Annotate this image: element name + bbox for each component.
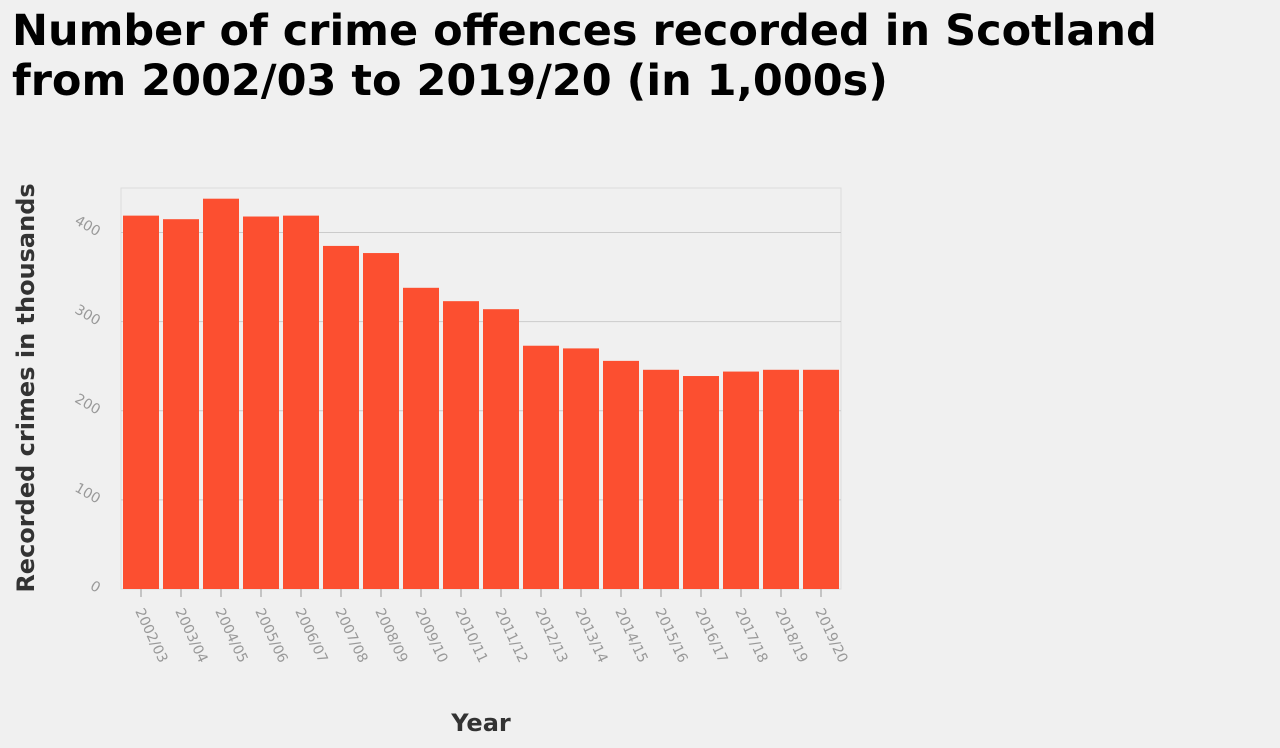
y-tick-label: 300 xyxy=(72,302,103,329)
x-tick-label: 2016/17 xyxy=(691,606,730,665)
bar-2004/05[interactable] xyxy=(203,198,239,589)
x-tick-label: 2007/08 xyxy=(331,606,370,665)
x-tick-labels: 2002/03 2003/04 2004/05 2005/06 2006/07 2007/… xyxy=(131,589,850,665)
bar-2006/07[interactable] xyxy=(283,215,319,589)
x-axis-title: Year xyxy=(450,709,511,737)
x-tick-label: 2013/14 xyxy=(571,606,610,666)
x-tick-label: 2011/12 xyxy=(491,606,530,665)
gridlines xyxy=(121,232,841,501)
x-tick-label: 2014/15 xyxy=(611,606,650,665)
x-tick-label: 2005/06 xyxy=(251,606,290,666)
x-tick-label: 2010/11 xyxy=(451,606,490,665)
bar-2011/12[interactable] xyxy=(483,309,519,589)
x-tick-label: 2009/10 xyxy=(411,606,450,665)
y-axis-title: Recorded crimes in thousands xyxy=(12,183,40,592)
x-tick-label: 2012/13 xyxy=(531,606,570,665)
bars xyxy=(123,198,839,589)
bar-2018/19[interactable] xyxy=(763,369,799,589)
plot-area-border xyxy=(120,187,842,590)
x-tick-label: 2015/16 xyxy=(651,606,690,666)
x-tick-label: 2008/09 xyxy=(371,606,410,665)
x-tick-label: 2006/07 xyxy=(291,606,330,665)
x-tick-label: 2003/04 xyxy=(171,606,210,666)
bar-2012/13[interactable] xyxy=(523,345,559,589)
bar-2008/09[interactable] xyxy=(363,253,399,589)
y-tick-labels: 0 100 200 300 400 xyxy=(72,213,103,597)
bar-2005/06[interactable] xyxy=(243,216,279,589)
bar-2009/10[interactable] xyxy=(403,287,439,589)
y-tick-label: 400 xyxy=(72,213,103,240)
bar-2003/04[interactable] xyxy=(163,219,199,589)
y-tick-label: 0 xyxy=(87,578,103,596)
y-tick-label: 100 xyxy=(72,480,103,507)
x-tick-label: 2002/03 xyxy=(131,606,170,665)
bar-2017/18[interactable] xyxy=(723,371,759,589)
bar-2002/03[interactable] xyxy=(123,215,159,589)
bar-2015/16[interactable] xyxy=(643,369,679,589)
x-tick-label: 2017/18 xyxy=(731,606,770,665)
x-tick-label: 2018/19 xyxy=(771,606,810,665)
bar-2007/08[interactable] xyxy=(323,245,359,589)
bar-2010/11[interactable] xyxy=(443,301,479,589)
y-tick-label: 200 xyxy=(72,391,103,418)
x-tick-label: 2019/20 xyxy=(811,606,850,665)
chart-title: Number of crime offences recorded in Sco… xyxy=(12,6,1157,106)
bar-2016/17[interactable] xyxy=(683,376,719,589)
bar-2013/14[interactable] xyxy=(563,348,599,589)
bar-2019/20[interactable] xyxy=(803,369,839,589)
bar-2014/15[interactable] xyxy=(603,360,639,589)
x-tick-label: 2004/05 xyxy=(211,606,250,665)
